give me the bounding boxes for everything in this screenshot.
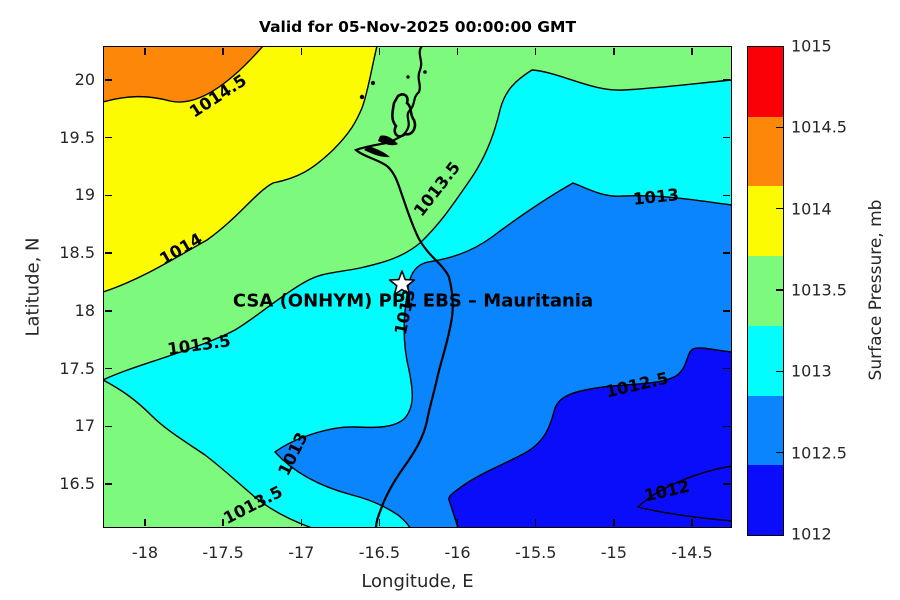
y-tick-left [104,483,112,485]
x-tick-top [456,47,459,55]
islet-3 [370,80,376,86]
fill-band-1014-1014p5 [103,46,377,292]
coastline [353,46,454,528]
y-tick-label: 19 [74,185,95,205]
contour-line-1013p5 [103,69,732,528]
colorbar-band-1 [748,116,783,187]
y-tick-label: 17.5 [59,358,95,378]
colorbar-band-5 [748,395,783,466]
y-tick-right [723,252,731,254]
islet-2 [364,146,390,158]
contour-line-1012 [636,465,732,522]
site-label: CSA (ONHYM) PPL EBS – Mauritania [232,290,594,312]
x-tick-bottom [534,519,537,527]
contour-lines [103,46,732,528]
y-axis-label: Latitude, N [22,237,44,337]
colorbar-tick-mark [776,451,784,454]
x-tick-label: -17.5 [202,543,244,562]
x-tick-label: -15 [600,543,627,562]
colorbar-tick-label: 1015 [791,36,832,56]
islet-4 [359,94,365,100]
x-tick-bottom [456,519,459,527]
x-tick-label: -14.5 [671,543,713,562]
fill-band-1012-1012p5 [448,347,732,528]
y-tick-right [723,79,731,81]
x-tick-bottom [378,519,381,527]
y-tick-left [104,367,112,370]
y-tick-right [723,310,731,312]
colorbar-tick-mark [776,126,784,129]
y-tick-right [723,194,731,197]
y-tick-label: 18.5 [59,243,95,263]
contour-line-1014 [103,46,378,293]
y-tick-left [104,136,112,139]
x-tick-bottom [144,519,146,527]
colorbar-tick-label: 1013 [791,361,832,381]
y-tick-label: 16.5 [59,473,95,493]
mainland-coast [353,46,454,528]
y-tick-left [104,252,112,254]
x-tick-label: -15.5 [514,543,557,562]
x-tick-label: -18 [131,543,159,562]
x-tick-label: -16 [444,543,471,562]
x-tick-label: -16.5 [358,543,401,562]
x-tick-top [613,47,615,55]
x-tick-bottom [222,519,224,527]
contour-line-1012p5 [448,347,732,528]
colorbar-tick-label: 1012.5 [791,443,847,463]
x-tick-top [222,47,224,55]
contour-line-1014p5 [103,46,264,103]
y-tick-left [104,79,112,81]
x-tick-top [300,47,303,55]
y-tick-left [104,425,112,427]
x-tick-bottom [613,519,615,527]
colorbar-band-2 [748,186,783,257]
y-tick-label: 17 [74,416,95,436]
colorbar-band-6 [748,465,783,536]
x-tick-top [534,47,537,55]
colorbar-tick-mark [776,207,784,210]
x-tick-top [691,47,693,55]
colorbar-band-0 [748,47,783,117]
islet-1 [378,135,398,146]
y-tick-right [723,136,731,139]
y-tick-right [723,367,731,370]
y-tick-label: 20 [74,70,95,89]
islet-5 [406,75,410,79]
y-tick-right [723,425,731,427]
x-tick-top [144,47,146,55]
islet-6 [423,70,427,74]
x-tick-label: -17 [288,543,315,562]
colorbar [747,46,784,536]
colorbar-tick-mark [776,289,784,291]
contour-line-1013 [273,182,732,528]
y-tick-label: 18 [74,300,95,320]
colorbar-tick-label: 1014.5 [791,117,847,137]
colorbar-title: Surface Pressure, mb [866,199,886,381]
y-tick-left [104,194,112,197]
x-tick-bottom [691,519,693,527]
colorbar-tick-label: 1014 [791,199,832,219]
site-star-marker [388,270,416,296]
colorbar-tick-label: 1013.5 [791,280,847,300]
y-tick-right [723,483,731,485]
colorbar-band-3 [748,256,783,326]
colorbar-tick-mark [776,370,784,373]
x-tick-bottom [300,519,303,527]
x-axis-label: Longitude, E [361,571,474,592]
colorbar-band-4 [748,325,783,396]
colorbar-tick-label: 1012 [791,524,832,544]
y-tick-label: 19.5 [59,127,95,147]
tidra-island [391,93,417,138]
x-tick-top [378,47,381,55]
y-tick-left [104,310,112,312]
fill-band-1014p5-1015 [103,46,263,103]
chart-title: Valid for 05-Nov-2025 00:00:00 GMT [258,18,577,36]
